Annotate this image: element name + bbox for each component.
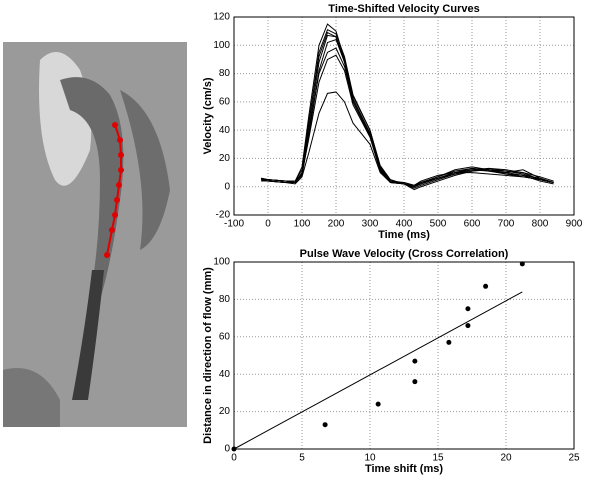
y-tick-label: 60 (219, 331, 231, 342)
y-axis-label: Velocity (cm/s) (202, 77, 214, 154)
x-tick-label: 10 (364, 453, 376, 464)
x-tick-label: 900 (566, 219, 583, 230)
y-tick-label: 20 (219, 406, 231, 417)
x-tick-label: 15 (432, 453, 444, 464)
y-tick-label: 100 (213, 40, 230, 51)
x-tick-label: 800 (532, 219, 549, 230)
velocity-curve (261, 91, 554, 186)
y-tick-label: 80 (219, 68, 231, 79)
x-tick-label: -100 (224, 219, 244, 230)
x-tick-label: 400 (396, 219, 413, 230)
y-tick-label: 60 (219, 96, 231, 107)
y-tick-label: 100 (213, 257, 230, 268)
x-tick-label: 100 (294, 219, 311, 230)
y-tick-label: 0 (224, 444, 230, 455)
data-point (465, 306, 471, 312)
x-tick-label: 200 (328, 219, 345, 230)
fit-line (233, 291, 523, 450)
x-axis-label: Time (ms) (378, 229, 430, 241)
x-tick-label: 25 (568, 453, 580, 464)
y-tick-label: 20 (219, 153, 231, 164)
x-tick-label: 500 (430, 219, 447, 230)
x-tick-label: 5 (299, 453, 305, 464)
x-tick-label: 20 (500, 453, 512, 464)
x-tick-label: 300 (362, 219, 379, 230)
y-tick-label: 120 (213, 12, 230, 23)
x-tick-label: 0 (231, 453, 237, 464)
chart-title: Pulse Wave Velocity (Cross Correlation) (300, 248, 509, 260)
y-tick-label: -20 (216, 210, 231, 221)
data-point (483, 283, 489, 289)
data-point (412, 358, 418, 364)
data-point (412, 379, 418, 385)
y-tick-label: 80 (219, 294, 231, 305)
y-axis-label: Distance in direction of flow (mm) (202, 267, 214, 444)
y-tick-label: 40 (219, 125, 231, 136)
x-tick-label: 700 (498, 219, 515, 230)
x-axis-label: Time shift (ms) (365, 463, 443, 475)
y-tick-label: 40 (219, 369, 231, 380)
mri-image (3, 42, 187, 427)
data-point (446, 339, 452, 345)
data-point (322, 422, 328, 428)
chart-title: Time-Shifted Velocity Curves (328, 3, 479, 15)
data-point (519, 261, 525, 267)
y-tick-label: 0 (224, 181, 230, 192)
axes-box (233, 16, 575, 216)
data-point (465, 323, 471, 329)
x-tick-label: 600 (464, 219, 481, 230)
x-tick-label: 0 (265, 219, 271, 230)
axes-box (233, 261, 575, 450)
data-point (375, 401, 381, 407)
